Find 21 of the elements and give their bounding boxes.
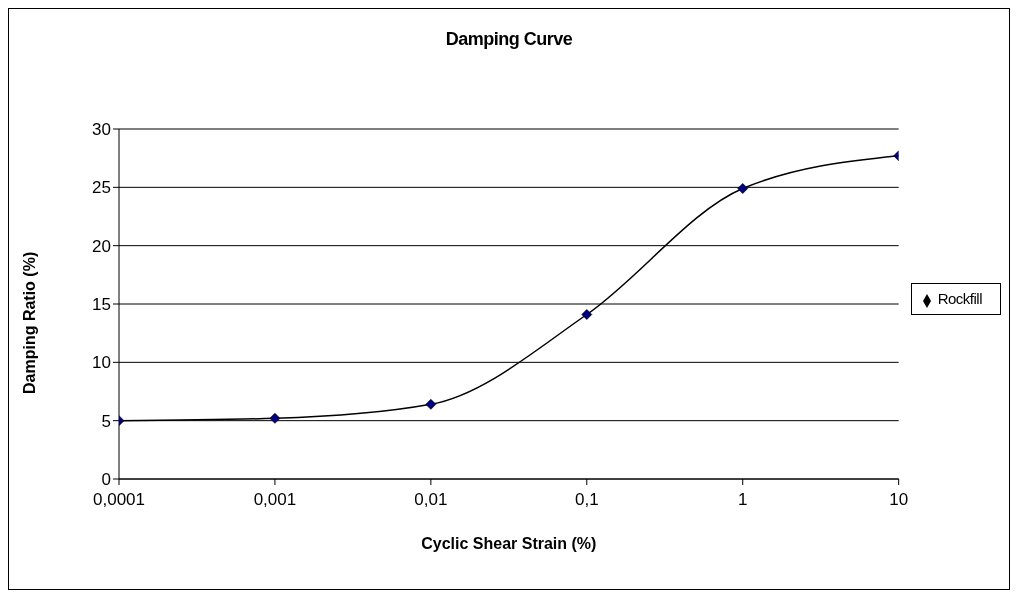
x-axis-title: Cyclic Shear Strain (%) xyxy=(421,535,597,552)
y-tick-label: 5 xyxy=(101,411,111,431)
y-tick-label: 15 xyxy=(92,295,111,315)
y-axis-title: Damping Ratio (%) xyxy=(20,251,38,394)
x-tick-label: 0,01 xyxy=(414,490,448,510)
point xyxy=(581,309,593,320)
x-tick-label: 10 xyxy=(889,490,909,510)
legend-label: Rockfill xyxy=(937,290,982,308)
point xyxy=(425,398,437,410)
y-tick-label: 30 xyxy=(92,120,111,140)
y-tick-label: 20 xyxy=(92,236,111,256)
y-tick-label: 10 xyxy=(92,353,111,373)
x-tick-label: 0,0001 xyxy=(93,490,145,510)
chart-title: Damping Curve xyxy=(444,29,574,50)
y-tick-label: 0 xyxy=(101,470,111,490)
y-tick-label: 25 xyxy=(92,178,111,198)
x-tick-label: 0,1 xyxy=(574,490,599,510)
point xyxy=(269,412,281,424)
x-tick-label: 1 xyxy=(737,490,748,510)
point xyxy=(737,183,749,194)
x-tick-label: 0,001 xyxy=(253,490,297,510)
